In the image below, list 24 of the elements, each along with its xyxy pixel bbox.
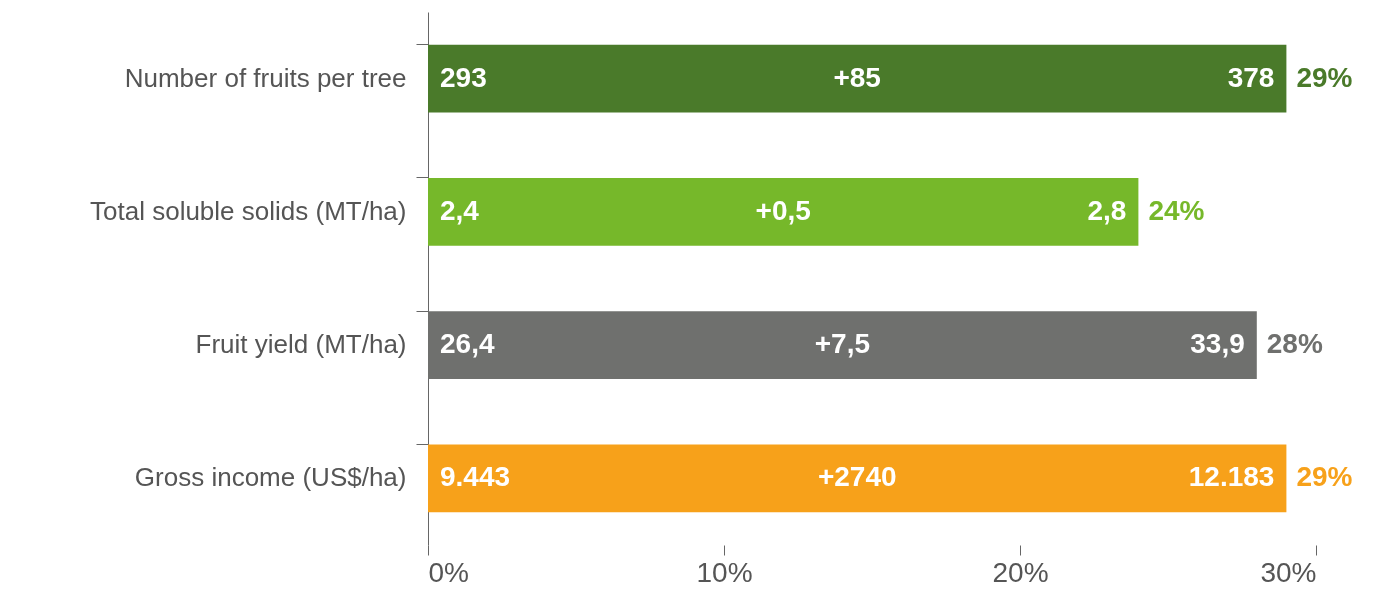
annotation: 12.183 xyxy=(1188,461,1275,493)
annotation: +7,5 xyxy=(814,328,871,360)
annotation: +0,5 xyxy=(755,194,811,226)
annotation: 33,9 xyxy=(1190,328,1245,360)
data-label: 29% xyxy=(1296,61,1353,93)
annotation: 26,4 xyxy=(440,328,495,360)
annotation: 9.443 xyxy=(440,461,511,493)
x-tick-label: 30% xyxy=(1260,556,1317,588)
y-tick-label: Total soluble solids (MT/ha) xyxy=(90,195,407,226)
annotation: 2,4 xyxy=(440,194,480,226)
annotation: 378 xyxy=(1227,61,1275,93)
annotation: +85 xyxy=(833,61,881,93)
x-tick-label: 10% xyxy=(696,556,753,588)
x-tick-label: 20% xyxy=(992,556,1049,588)
x-tick-label: 0% xyxy=(428,556,469,588)
data-label: 24% xyxy=(1148,194,1205,226)
y-tick-label: Gross income (US$/ha) xyxy=(134,462,407,493)
data-label: 28% xyxy=(1266,328,1323,360)
data-label: 29% xyxy=(1296,461,1353,493)
annotation: +2740 xyxy=(817,461,897,493)
annotation: 2,8 xyxy=(1087,194,1127,226)
y-tick-label: Number of fruits per tree xyxy=(124,62,407,93)
y-tick-label: Fruit yield (MT/ha) xyxy=(195,329,407,360)
annotation: 293 xyxy=(440,61,487,93)
